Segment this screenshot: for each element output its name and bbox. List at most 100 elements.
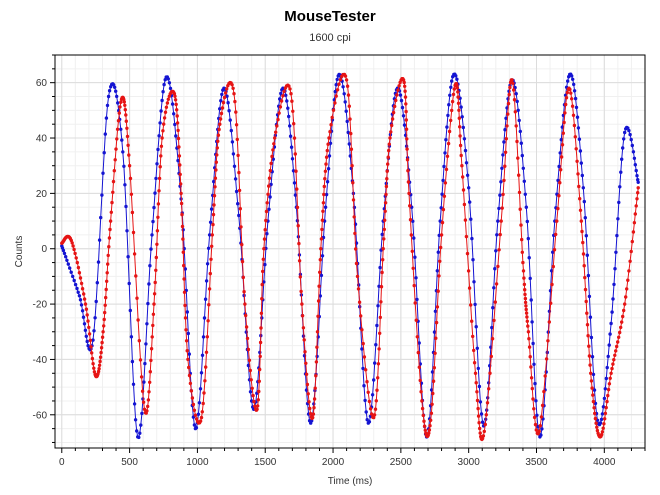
data-point (361, 341, 365, 346)
data-point (573, 96, 578, 101)
data-point (462, 137, 467, 141)
data-point (346, 93, 351, 97)
data-point (565, 90, 569, 95)
data-point (220, 106, 225, 110)
data-point (133, 418, 138, 422)
data-point (441, 178, 445, 183)
data-point (135, 429, 139, 433)
data-point (517, 173, 521, 177)
data-point (492, 318, 496, 323)
data-point (348, 117, 352, 121)
data-point (237, 213, 241, 218)
data-point (237, 170, 241, 175)
data-point (390, 117, 395, 121)
data-point (501, 153, 505, 157)
data-point (383, 209, 387, 213)
data-point (126, 143, 130, 147)
data-point (506, 112, 510, 116)
data-point (273, 136, 277, 140)
data-point (366, 390, 370, 394)
data-point (233, 177, 238, 181)
data-point (422, 419, 426, 423)
data-point (93, 316, 97, 320)
data-point (607, 343, 611, 347)
data-point (182, 263, 186, 268)
data-point (299, 289, 303, 294)
data-point (122, 164, 126, 168)
data-point (406, 169, 410, 173)
data-point (477, 384, 482, 389)
data-point (367, 399, 372, 404)
data-point (629, 137, 633, 142)
data-point (516, 156, 520, 160)
data-point (262, 280, 266, 284)
data-point (577, 184, 581, 189)
data-point (105, 271, 109, 275)
data-point (522, 282, 527, 287)
data-point (190, 396, 195, 400)
data-point (184, 339, 189, 343)
data-point (521, 260, 525, 265)
data-point (578, 197, 582, 201)
data-point (621, 314, 625, 319)
data-point (241, 275, 245, 280)
data-point (124, 204, 128, 209)
data-point (413, 301, 417, 305)
data-point (216, 133, 221, 137)
data-point (207, 287, 212, 291)
data-point (257, 389, 261, 394)
data-point (158, 121, 162, 125)
data-point (517, 190, 522, 195)
data-point (477, 421, 481, 425)
data-point (470, 236, 474, 241)
data-point (385, 169, 389, 173)
data-point (353, 231, 357, 236)
data-point (607, 382, 612, 386)
data-point (418, 378, 422, 383)
data-point (142, 407, 147, 411)
data-point (288, 124, 292, 128)
data-point (306, 392, 310, 396)
data-point (496, 264, 500, 269)
data-point (220, 92, 224, 97)
data-point (379, 300, 383, 304)
data-point (234, 123, 239, 127)
data-point (627, 269, 631, 273)
data-point (243, 302, 247, 306)
data-point (161, 129, 165, 133)
data-point (577, 137, 582, 141)
data-point (123, 108, 128, 112)
data-point (636, 178, 640, 182)
data-point (407, 191, 411, 196)
y-tick-label: -40 (33, 355, 48, 366)
data-point (611, 297, 615, 301)
data-point (484, 413, 488, 417)
data-point (194, 426, 199, 430)
data-point (124, 113, 128, 117)
data-point (383, 201, 388, 205)
data-point (419, 390, 423, 394)
data-point (321, 209, 325, 213)
data-point (138, 358, 143, 362)
data-point (630, 239, 634, 244)
data-point (581, 252, 586, 256)
data-point (381, 258, 385, 262)
data-point (166, 77, 170, 81)
data-point (360, 328, 364, 332)
data-point (163, 110, 168, 115)
data-point (377, 284, 381, 288)
data-point (308, 406, 312, 411)
data-point (632, 156, 637, 160)
data-point (571, 77, 575, 82)
data-point (454, 74, 458, 78)
data-point (185, 310, 189, 314)
data-point (360, 347, 364, 351)
data-point (490, 337, 495, 341)
series-1 (60, 72, 640, 440)
data-point (290, 99, 294, 103)
data-point (68, 266, 72, 270)
data-point (319, 247, 323, 251)
data-point (526, 236, 530, 241)
data-point (540, 403, 545, 408)
data-point (497, 206, 501, 211)
